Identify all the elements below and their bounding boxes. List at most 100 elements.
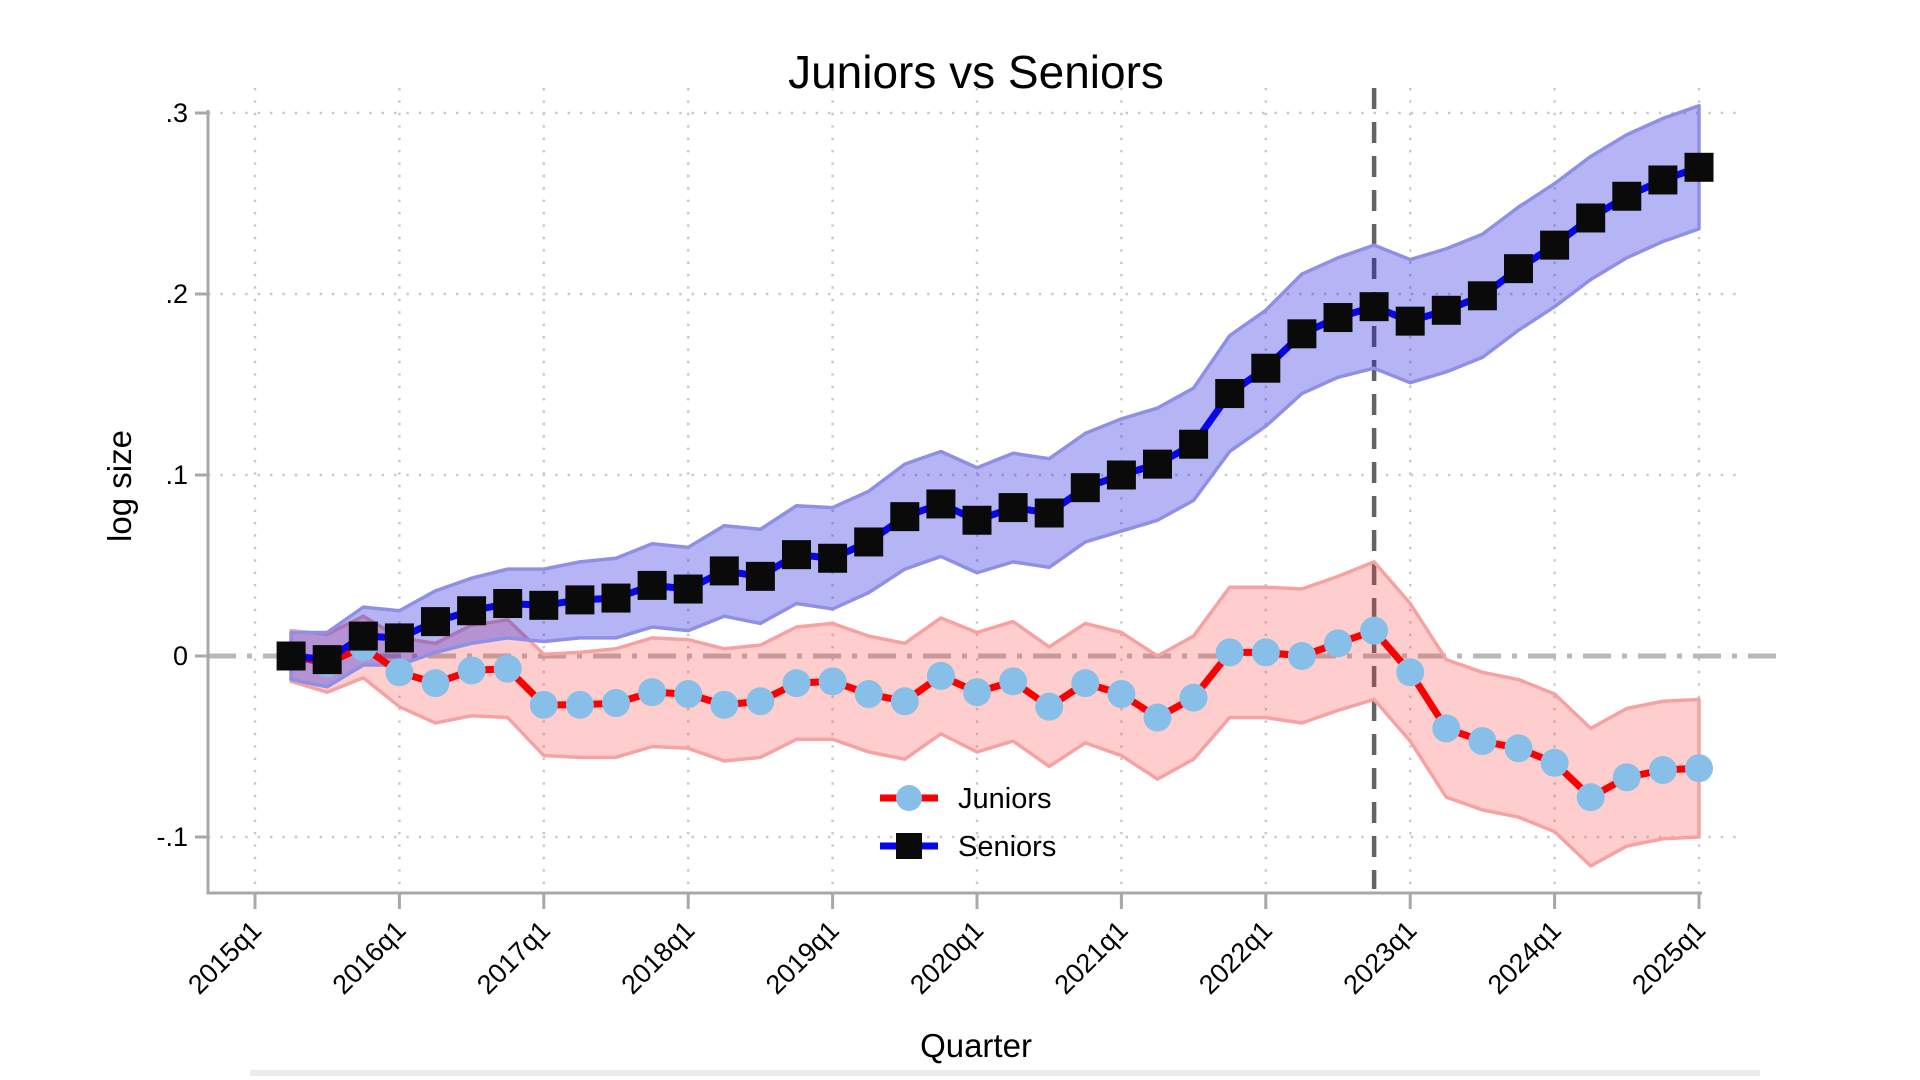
marker-seniors xyxy=(348,621,378,651)
marker-juniors xyxy=(818,667,847,696)
marker-juniors xyxy=(1432,714,1461,743)
marker-seniors xyxy=(601,583,631,613)
y-tick-label: 0 xyxy=(173,641,188,671)
legend-seniors-label: Seniors xyxy=(958,831,1056,863)
marker-juniors xyxy=(782,669,811,698)
marker-juniors xyxy=(1215,638,1244,667)
marker-juniors xyxy=(710,690,739,719)
x-tick-label: 2015q1 xyxy=(182,915,267,1000)
marker-seniors xyxy=(782,540,811,570)
marker-seniors xyxy=(1612,181,1642,211)
marker-seniors xyxy=(854,527,884,557)
marker-seniors xyxy=(565,585,595,615)
chart-title: Juniors vs Seniors xyxy=(788,46,1164,98)
y-tick-label: .3 xyxy=(165,98,188,128)
marker-juniors xyxy=(926,661,955,690)
plot-area: .3 .2 .1 0 -.1 2015q1 2016q1 2017q1 2018q1 2019q1… xyxy=(156,88,1782,1000)
marker-seniors xyxy=(1504,254,1533,284)
marker-seniors xyxy=(1684,152,1714,182)
x-axis-title: Quarter xyxy=(920,1027,1032,1064)
marker-seniors xyxy=(1106,460,1136,490)
marker-juniors xyxy=(890,687,919,716)
marker-juniors xyxy=(529,690,558,719)
marker-seniors xyxy=(276,641,306,671)
marker-juniors xyxy=(1685,754,1713,783)
marker-seniors xyxy=(1395,306,1425,336)
marker-seniors xyxy=(1648,165,1678,195)
bottom-edge-artifact xyxy=(250,1070,1760,1076)
legend-juniors-marker-icon xyxy=(896,785,922,811)
marker-juniors xyxy=(1396,658,1425,687)
marker-juniors xyxy=(1179,683,1208,712)
marker-seniors xyxy=(998,493,1028,523)
legend: Juniors Seniors xyxy=(880,783,1056,863)
marker-juniors xyxy=(1540,748,1569,777)
line-seniors xyxy=(290,163,1701,664)
marker-juniors xyxy=(1143,703,1172,732)
marker-seniors xyxy=(1540,230,1570,260)
marker-seniors xyxy=(890,502,920,532)
marker-juniors xyxy=(1576,783,1605,812)
line-juniors xyxy=(290,627,1700,801)
marker-juniors xyxy=(999,667,1028,696)
x-tick-label: 2024q1 xyxy=(1482,915,1567,1000)
marker-seniors xyxy=(745,561,775,591)
marker-seniors xyxy=(1287,319,1317,349)
x-tick-label: 2022q1 xyxy=(1193,915,1278,1000)
y-tick-label: .1 xyxy=(165,460,188,490)
marker-seniors xyxy=(709,556,739,586)
marker-juniors xyxy=(963,678,991,707)
marker-juniors xyxy=(1251,638,1280,667)
marker-juniors xyxy=(1468,727,1497,756)
marker-seniors xyxy=(1359,292,1389,322)
marker-juniors xyxy=(457,656,486,685)
marker-juniors xyxy=(1324,629,1352,658)
marker-seniors xyxy=(637,570,667,600)
x-tick-label: 2021q1 xyxy=(1049,915,1134,1000)
legend-seniors-marker-icon xyxy=(896,833,922,859)
marker-seniors xyxy=(1467,281,1497,311)
x-tick-label: 2017q1 xyxy=(471,915,556,1000)
marker-seniors xyxy=(818,543,848,573)
marker-seniors xyxy=(1179,429,1209,459)
marker-juniors xyxy=(1504,734,1533,763)
marker-juniors xyxy=(385,658,414,687)
marker-seniors xyxy=(673,574,703,604)
marker-seniors xyxy=(493,589,523,619)
marker-seniors xyxy=(312,645,342,675)
marker-juniors xyxy=(1648,756,1677,785)
marker-juniors xyxy=(602,689,630,718)
marker-seniors xyxy=(529,590,559,620)
y-axis-title: log size xyxy=(101,430,138,542)
marker-juniors xyxy=(674,680,703,709)
marker-seniors xyxy=(1431,295,1461,325)
y-tick-label: .2 xyxy=(165,279,188,309)
marker-seniors xyxy=(1323,303,1353,333)
marker-juniors xyxy=(1035,692,1064,721)
marker-juniors xyxy=(854,680,883,709)
x-tick-label: 2016q1 xyxy=(327,915,412,1000)
marker-seniors xyxy=(1576,203,1606,233)
marker-juniors xyxy=(1612,763,1641,792)
marker-seniors xyxy=(421,607,450,637)
marker-seniors xyxy=(1215,379,1245,409)
marker-seniors xyxy=(1034,498,1064,528)
marker-seniors xyxy=(1251,353,1281,383)
x-tick-label: 2018q1 xyxy=(616,915,701,1000)
marker-juniors xyxy=(493,654,522,683)
marker-juniors xyxy=(421,669,450,698)
marker-seniors xyxy=(1070,473,1100,503)
x-tick-label: 2020q1 xyxy=(904,915,989,1000)
marker-juniors xyxy=(565,690,594,719)
marker-seniors xyxy=(384,623,414,653)
marker-seniors xyxy=(926,489,956,519)
marker-juniors xyxy=(1287,642,1316,670)
x-tick-label: 2019q1 xyxy=(760,915,845,1000)
marker-seniors xyxy=(1143,449,1172,479)
x-tick-label: 2025q1 xyxy=(1626,915,1711,1000)
legend-juniors-label: Juniors xyxy=(958,783,1052,815)
y-tick-label: -.1 xyxy=(156,822,188,852)
marker-juniors xyxy=(1107,680,1136,709)
marker-seniors xyxy=(962,505,992,535)
marker-juniors xyxy=(638,678,667,707)
